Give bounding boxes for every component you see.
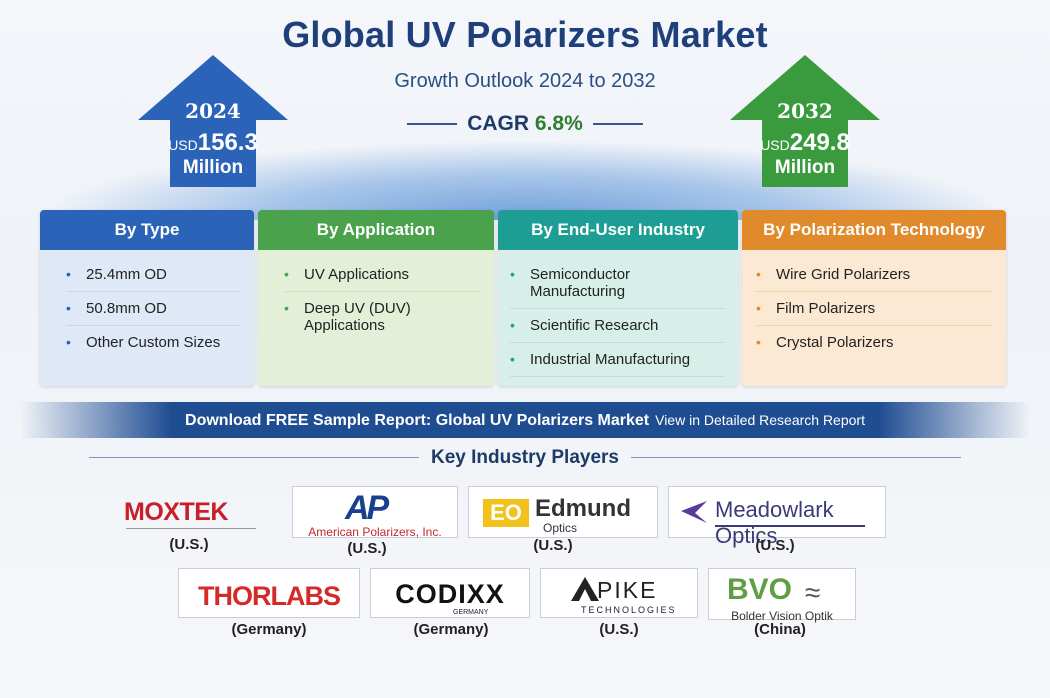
market-value: USD249.8 bbox=[730, 129, 880, 157]
segment-item: Crystal Polarizers bbox=[756, 326, 992, 359]
logo-text: American Polarizers, Inc. bbox=[308, 525, 442, 539]
market-year: 2024 bbox=[185, 99, 241, 123]
logo-text: CODIXX bbox=[395, 579, 505, 609]
logo-text: PIKE bbox=[597, 577, 658, 603]
logo-subtext: TECHNOLOGIES bbox=[581, 605, 677, 615]
page-subtitle: Growth Outlook 2024 to 2032 bbox=[394, 70, 656, 92]
up-arrow-icon bbox=[730, 55, 880, 187]
divider bbox=[89, 457, 419, 459]
cagr-text: CAGR bbox=[467, 112, 530, 135]
logo-subtext: Bolder Vision Optik bbox=[731, 609, 833, 623]
logo-text: BVO bbox=[727, 573, 793, 606]
cagr-value: 6.8% bbox=[534, 112, 583, 135]
logo-text: Meadowlark Optics bbox=[715, 497, 834, 548]
company-country: (U.S.) bbox=[755, 537, 795, 554]
segment-item: UV Applications bbox=[284, 258, 480, 292]
segment-by-application: By Application UV Applications Deep UV (… bbox=[258, 210, 494, 386]
currency: USD bbox=[168, 137, 198, 153]
segment-item: Film Polarizers bbox=[756, 292, 992, 326]
segment-header: By Type bbox=[40, 210, 254, 250]
codixx-logo: CODIXX GERMANY bbox=[370, 568, 530, 618]
triangle-icon bbox=[569, 575, 601, 608]
divider bbox=[407, 123, 458, 126]
value: 249.8 bbox=[789, 129, 850, 156]
wave-icon: ≈ bbox=[805, 577, 821, 608]
bolder-vision-optik-logo: BVO ≈ Bolder Vision Optik bbox=[708, 568, 856, 623]
up-arrow-icon bbox=[138, 55, 288, 187]
logo-mark: AP bbox=[345, 489, 389, 528]
market-unit: Million bbox=[182, 157, 244, 178]
segment-by-type: By Type 25.4mm OD 50.8mm OD Other Custom… bbox=[40, 210, 254, 386]
players-heading: Key Industry Players bbox=[0, 447, 1050, 469]
market-year: 2032 bbox=[777, 99, 833, 123]
market-unit: Million bbox=[774, 157, 836, 178]
segment-header: By Application bbox=[258, 210, 494, 250]
company-country: (U.S.) bbox=[347, 540, 387, 557]
segment-header: By End-User Industry bbox=[498, 210, 738, 250]
divider bbox=[126, 528, 256, 529]
logo-text: Edmund bbox=[535, 495, 631, 522]
company-country: (Germany) bbox=[413, 621, 489, 638]
american-polarizers-logo: AP American Polarizers, Inc. bbox=[292, 486, 458, 539]
company-country: (Germany) bbox=[231, 621, 307, 638]
segment-item: Scientific Research bbox=[510, 309, 724, 343]
download-banner[interactable]: Download FREE Sample Report: Global UV P… bbox=[20, 402, 1030, 438]
moxtek-logo: MOXTEK bbox=[114, 486, 282, 538]
logo-text: MOXTEK bbox=[124, 498, 228, 526]
cagr-label: CAGR 6.8% bbox=[0, 112, 1050, 136]
segment-item: Industrial Manufacturing bbox=[510, 343, 724, 377]
segment-item: 50.8mm OD bbox=[66, 292, 240, 326]
logo-mark-text: AP bbox=[345, 489, 389, 527]
logo-subtext: GERMANY bbox=[453, 609, 489, 616]
page-title: Global UV Polarizers Market bbox=[282, 14, 768, 55]
segment-by-end-user: By End-User Industry Semiconductor Manuf… bbox=[498, 210, 738, 386]
download-sample-link[interactable]: Download FREE Sample Report: Global UV P… bbox=[185, 412, 650, 429]
segment-item: Deep UV (DUV) Applications bbox=[284, 292, 480, 342]
players-title: Key Industry Players bbox=[431, 447, 619, 468]
company-country: (U.S.) bbox=[599, 621, 639, 638]
thorlabs-logo: THORLABS bbox=[178, 568, 360, 618]
market-value: USD156.3 bbox=[138, 129, 288, 157]
segment-item: Semiconductor Manufacturing bbox=[510, 258, 724, 309]
company-country: (U.S.) bbox=[169, 536, 209, 553]
divider bbox=[630, 457, 961, 459]
meadowlark-icon bbox=[679, 497, 711, 532]
detailed-report-link[interactable]: View in Detailed Research Report bbox=[655, 412, 865, 428]
divider bbox=[592, 123, 643, 126]
segment-item: 25.4mm OD bbox=[66, 258, 240, 292]
segment-header: By Polarization Technology bbox=[742, 210, 1006, 250]
logo-mark: EO bbox=[483, 499, 529, 527]
logo-text: THORLABS bbox=[198, 581, 341, 611]
edmund-optics-logo: EO Edmund Optics bbox=[468, 486, 658, 538]
meadowlark-optics-logo: Meadowlark Optics bbox=[668, 486, 886, 548]
segment-by-polarization: By Polarization Technology Wire Grid Pol… bbox=[742, 210, 1006, 386]
pike-technologies-logo: PIKE TECHNOLOGIES bbox=[540, 568, 698, 618]
company-country: (U.S.) bbox=[533, 537, 573, 554]
value: 156.3 bbox=[197, 129, 258, 156]
logo-subtext: Optics bbox=[543, 521, 578, 535]
company-country: (China) bbox=[754, 621, 806, 638]
market-2032-arrow: 2032 USD249.8 Million bbox=[730, 55, 880, 187]
segment-item: Other Custom Sizes bbox=[66, 326, 240, 359]
divider bbox=[715, 525, 865, 527]
market-2024-arrow: 2024 USD156.3 Million bbox=[138, 55, 288, 187]
currency: USD bbox=[760, 137, 790, 153]
segment-item: Medical Equipment bbox=[510, 377, 724, 386]
segment-item: Wire Grid Polarizers bbox=[756, 258, 992, 292]
